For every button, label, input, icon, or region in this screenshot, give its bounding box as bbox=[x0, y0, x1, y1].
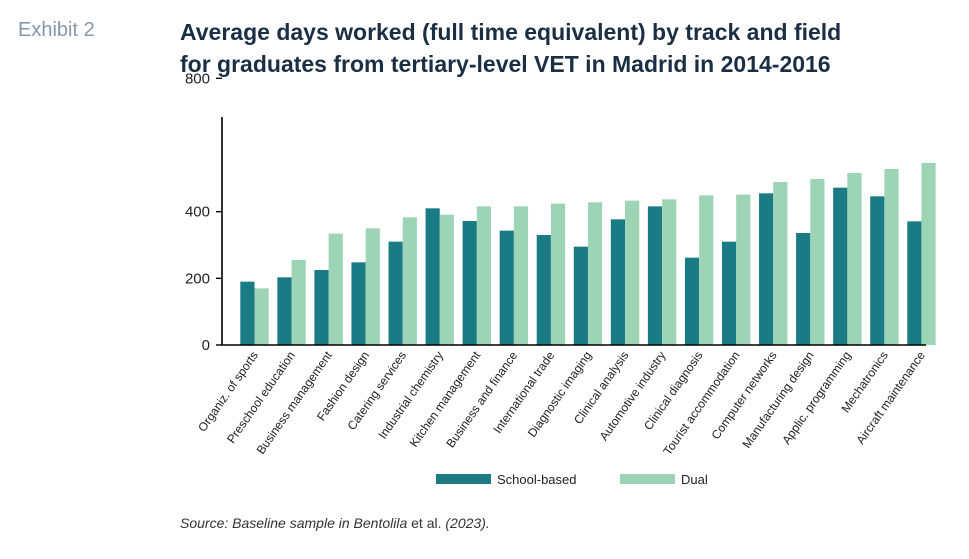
x-tick-label: Applic. programming bbox=[779, 349, 854, 447]
source-etal: et al. bbox=[407, 515, 442, 531]
dual-bar bbox=[662, 199, 677, 345]
school-based-bar bbox=[721, 241, 737, 345]
chart-title-line-1: Average days worked (full time equivalen… bbox=[180, 19, 842, 45]
dual-bar bbox=[587, 202, 603, 345]
legend-school-based-label: School-based bbox=[497, 472, 577, 487]
school-based-bar bbox=[462, 221, 477, 345]
x-tick-label: Manufacturing design bbox=[739, 349, 816, 451]
school-based-bar bbox=[240, 281, 255, 345]
source-note: Source: Baseline sample in Bentolila et … bbox=[180, 515, 490, 531]
y-tick-label: 0 bbox=[202, 337, 210, 354]
dual-bar bbox=[884, 169, 899, 345]
y-tick-label: 400 bbox=[185, 204, 210, 221]
school-based-bar bbox=[759, 193, 774, 345]
legend-school-based-swatch bbox=[436, 474, 491, 484]
school-based-bar bbox=[796, 233, 811, 345]
dual-bar bbox=[328, 233, 343, 345]
school-based-bar bbox=[610, 219, 626, 345]
school-based-bar bbox=[536, 235, 551, 345]
dual-bar bbox=[736, 194, 751, 345]
school-based-bar bbox=[833, 187, 848, 345]
dual-bar bbox=[513, 206, 529, 345]
dual-bar bbox=[365, 228, 380, 345]
school-based-bar bbox=[388, 241, 403, 345]
x-tick-label: Computer networks bbox=[709, 349, 780, 442]
y-tick-label: 800 bbox=[185, 70, 210, 87]
dual-bar bbox=[773, 182, 788, 345]
school-based-bar bbox=[314, 270, 329, 345]
legend: School-based Dual bbox=[436, 472, 708, 487]
source-prefix: Source: Baseline sample in Bentolila bbox=[180, 515, 408, 531]
chart-title-line-2: for graduates from tertiary-level VET in… bbox=[180, 51, 831, 77]
dual-bar bbox=[847, 173, 862, 345]
y-axis: 0 200 400 800 bbox=[185, 70, 223, 354]
x-tick-label: Automotive industry bbox=[597, 349, 669, 443]
dual-bar bbox=[476, 206, 492, 345]
school-based-bar bbox=[907, 221, 922, 345]
dual-bar bbox=[291, 260, 306, 345]
school-based-bar bbox=[573, 246, 588, 345]
dual-bar bbox=[550, 203, 566, 345]
dual-bar bbox=[625, 200, 640, 345]
x-tick-label: Aircraft maintenance bbox=[853, 348, 928, 446]
school-based-bar bbox=[499, 230, 514, 345]
legend-dual-label: Dual bbox=[681, 472, 708, 487]
exhibit-label: Exhibit 2 bbox=[18, 19, 95, 41]
y-tick-label: 200 bbox=[185, 270, 210, 287]
school-based-bar bbox=[277, 277, 292, 345]
legend-dual-swatch bbox=[620, 474, 675, 484]
x-tick-label: Industrial chemistry bbox=[375, 349, 446, 442]
x-tick-label: Kitchen management bbox=[407, 348, 484, 449]
school-based-bar bbox=[684, 257, 700, 345]
x-tick-label: Business and finance bbox=[443, 348, 520, 450]
x-tick-label: Preschool education bbox=[224, 349, 298, 446]
dual-bar bbox=[810, 179, 825, 345]
dual-bar bbox=[254, 288, 269, 345]
school-based-bar bbox=[647, 206, 663, 345]
dual-bar bbox=[402, 217, 417, 345]
dual-bar bbox=[699, 195, 714, 345]
school-based-bar bbox=[870, 196, 885, 345]
school-based-bar bbox=[351, 262, 366, 345]
source-suffix: (2023). bbox=[441, 515, 490, 531]
chart-title: Average days worked (full time equivalen… bbox=[180, 16, 940, 80]
bars bbox=[240, 163, 936, 345]
school-based-bar bbox=[425, 208, 440, 345]
dual-bar bbox=[439, 214, 454, 345]
dual-bar bbox=[921, 163, 936, 345]
